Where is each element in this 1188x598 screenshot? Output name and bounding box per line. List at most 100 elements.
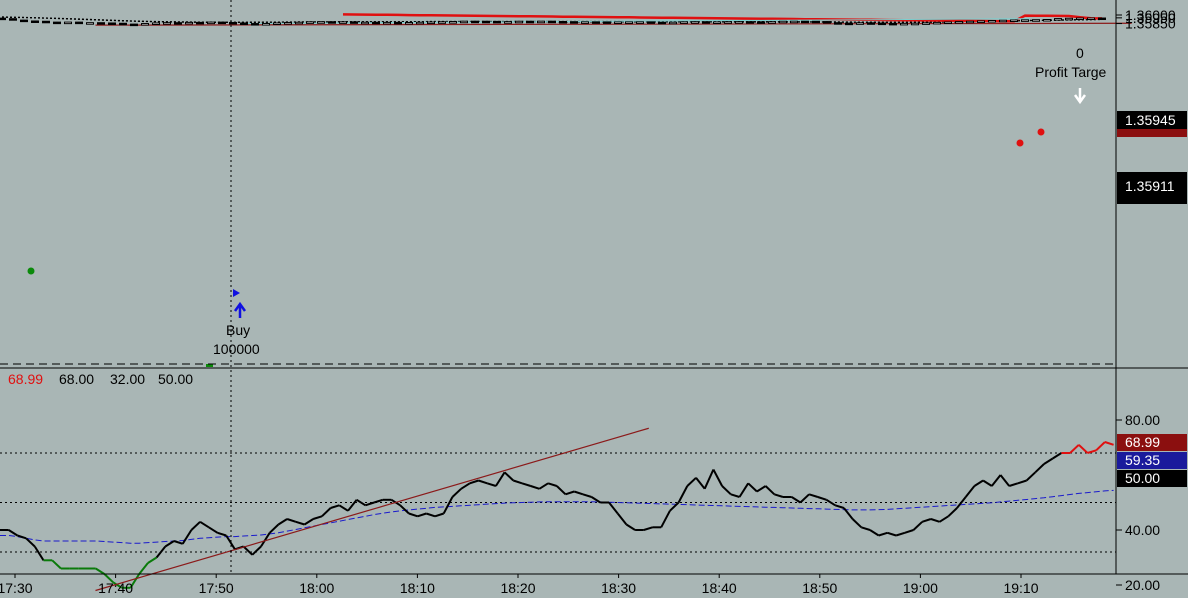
candle[interactable] <box>229 22 237 25</box>
candle[interactable] <box>86 22 94 25</box>
candle[interactable] <box>724 21 732 24</box>
candle[interactable] <box>427 21 435 25</box>
candle[interactable] <box>262 23 270 26</box>
candle[interactable] <box>537 20 545 24</box>
candle[interactable] <box>9 18 17 21</box>
candle[interactable] <box>394 21 402 25</box>
candle[interactable] <box>482 20 490 24</box>
candle[interactable] <box>933 21 941 25</box>
candle[interactable] <box>251 23 259 26</box>
candle[interactable] <box>691 21 699 24</box>
candle[interactable] <box>361 21 369 25</box>
exit-arrow-icon[interactable] <box>1073 88 1087 105</box>
candle[interactable] <box>130 23 138 27</box>
candle[interactable] <box>658 21 666 25</box>
candle[interactable] <box>504 21 512 24</box>
candle[interactable] <box>284 22 292 25</box>
candle[interactable] <box>823 21 831 24</box>
candle[interactable] <box>867 22 875 25</box>
candle[interactable] <box>372 21 380 25</box>
candle[interactable] <box>174 22 182 25</box>
candle[interactable] <box>108 22 116 25</box>
candle[interactable] <box>680 21 688 24</box>
candle[interactable] <box>185 21 193 25</box>
candle[interactable] <box>0 17 6 21</box>
candle[interactable] <box>999 19 1007 23</box>
price-panel[interactable] <box>0 13 1132 367</box>
candle[interactable] <box>515 20 523 24</box>
candle[interactable] <box>790 20 798 24</box>
candle[interactable] <box>405 22 413 25</box>
candle[interactable] <box>273 22 281 25</box>
candle[interactable] <box>614 21 622 24</box>
candle[interactable] <box>449 21 457 24</box>
candle[interactable] <box>416 21 424 25</box>
candle[interactable] <box>1087 17 1095 21</box>
candle[interactable] <box>735 21 743 24</box>
candle[interactable] <box>64 21 72 25</box>
candle[interactable] <box>196 21 204 25</box>
candle[interactable] <box>966 20 974 24</box>
candle[interactable] <box>339 21 347 24</box>
candle[interactable] <box>878 22 886 26</box>
candle[interactable] <box>801 20 809 24</box>
candle[interactable] <box>53 21 61 25</box>
candle[interactable] <box>779 20 787 24</box>
candle[interactable] <box>1032 19 1040 22</box>
candle[interactable] <box>636 21 644 24</box>
indicator-trendline[interactable] <box>95 427 649 592</box>
candle[interactable] <box>955 21 963 24</box>
candle[interactable] <box>834 22 842 25</box>
candle[interactable] <box>438 21 446 24</box>
candle[interactable] <box>581 21 589 24</box>
candle[interactable] <box>812 20 820 24</box>
candle[interactable] <box>922 22 930 25</box>
candle[interactable] <box>548 20 556 24</box>
candle[interactable] <box>1010 19 1018 23</box>
candle[interactable] <box>889 22 897 26</box>
candle[interactable] <box>460 20 468 24</box>
candle[interactable] <box>570 21 578 24</box>
candle[interactable] <box>977 20 985 23</box>
candle[interactable] <box>1054 18 1062 21</box>
candle[interactable] <box>295 21 303 25</box>
candle[interactable] <box>218 21 226 25</box>
candle[interactable] <box>1098 17 1106 21</box>
candle[interactable] <box>625 21 633 24</box>
candle[interactable] <box>163 22 171 25</box>
candle[interactable] <box>306 21 314 24</box>
indicator-panel[interactable] <box>0 427 1116 592</box>
candle[interactable] <box>1021 19 1029 22</box>
candle[interactable] <box>20 19 28 23</box>
candle[interactable] <box>317 21 325 24</box>
candle[interactable] <box>31 20 39 23</box>
candle[interactable] <box>493 20 501 24</box>
candle[interactable] <box>152 22 160 25</box>
candle[interactable] <box>592 21 600 24</box>
candle[interactable] <box>702 21 710 24</box>
candle[interactable] <box>141 23 149 26</box>
candle[interactable] <box>75 21 83 25</box>
candle[interactable] <box>713 21 721 24</box>
candle[interactable] <box>900 22 908 26</box>
candle[interactable] <box>669 21 677 25</box>
candle[interactable] <box>757 21 765 24</box>
candle[interactable] <box>526 20 534 24</box>
candle[interactable] <box>119 22 127 26</box>
candle[interactable] <box>911 22 919 26</box>
candle[interactable] <box>471 20 479 24</box>
candle[interactable] <box>746 21 754 24</box>
candle[interactable] <box>845 22 853 26</box>
candle[interactable] <box>944 21 952 25</box>
candle[interactable] <box>1076 17 1084 21</box>
candle[interactable] <box>328 21 336 24</box>
candle[interactable] <box>1043 19 1051 22</box>
candle[interactable] <box>97 22 105 25</box>
buy-arrow-icon[interactable] <box>233 301 247 318</box>
candle[interactable] <box>647 21 655 24</box>
candle[interactable] <box>240 22 248 25</box>
candle[interactable] <box>350 21 358 24</box>
candle[interactable] <box>207 21 215 25</box>
candle[interactable] <box>559 20 567 24</box>
